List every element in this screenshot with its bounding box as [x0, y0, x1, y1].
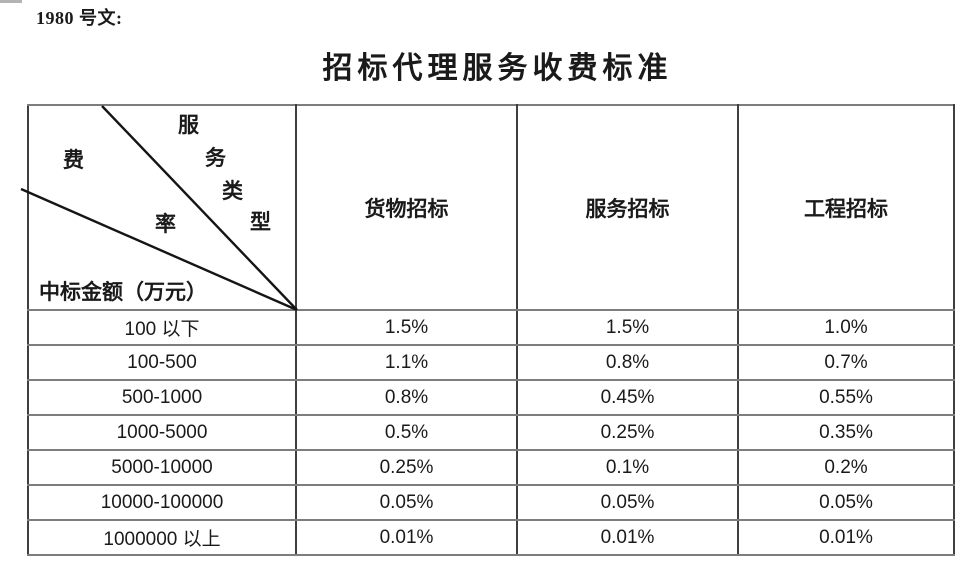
- rate-cell: 0.8%: [516, 344, 739, 381]
- rate-cell: 0.35%: [737, 414, 955, 451]
- page-title: 招标代理服务收费标准: [322, 52, 673, 85]
- column-header-goods: 货物招标: [295, 104, 518, 311]
- table-row: 10000-100000 0.05% 0.05% 0.05%: [27, 484, 955, 521]
- rate-cell: 0.01%: [295, 519, 518, 556]
- column-header-engineering: 工程招标: [737, 104, 955, 311]
- amount-range-cell: 1000000 以上: [27, 519, 297, 556]
- rate-cell: 0.7%: [737, 344, 955, 381]
- service-type-char-1: 服: [178, 113, 199, 137]
- diagonal-header-cell: 服 务 类 型 费 率 中标金额（万元）: [20, 104, 298, 312]
- amount-range-cell: 100 以下: [27, 309, 297, 346]
- amount-range-cell: 500-1000: [27, 379, 297, 416]
- rate-cell: 0.01%: [737, 519, 955, 556]
- rate-cell: 0.1%: [516, 449, 739, 486]
- table-row: 5000-10000 0.25% 0.1% 0.2%: [27, 449, 955, 486]
- amount-range-cell: 100-500: [27, 344, 297, 381]
- table-row: 1000-5000 0.5% 0.25% 0.35%: [27, 414, 955, 451]
- rate-cell: 0.25%: [516, 414, 739, 451]
- diagonal-lines: [20, 105, 298, 312]
- rate-cell: 0.05%: [516, 484, 739, 521]
- rate-cell: 0.01%: [516, 519, 739, 556]
- table-row: 100-500 1.1% 0.8% 0.7%: [27, 344, 955, 381]
- rate-cell: 0.05%: [295, 484, 518, 521]
- fee-table: 服 务 类 型 费 率 中标金额（万元） 货物招标 服务招标 工程招标 100 …: [20, 104, 955, 556]
- diagonal-header-content: 服 务 类 型 费 率 中标金额（万元）: [20, 105, 298, 312]
- rate-cell: 0.55%: [737, 379, 955, 416]
- table-header-row: 服 务 类 型 费 率 中标金额（万元） 货物招标 服务招标 工程招标: [20, 104, 955, 312]
- page-corner-artifact: [0, 0, 22, 3]
- amount-range-cell: 5000-10000: [27, 449, 297, 486]
- document-ref-label: 1980 号文:: [36, 8, 123, 28]
- amount-axis-label: 中标金额（万元）: [39, 280, 207, 304]
- table-row: 500-1000 0.8% 0.45% 0.55%: [27, 379, 955, 416]
- rate-char-1: 费: [63, 148, 84, 172]
- amount-range-cell: 10000-100000: [27, 484, 297, 521]
- rate-cell: 1.0%: [737, 309, 955, 346]
- column-header-services: 服务招标: [516, 104, 739, 311]
- rate-cell: 0.2%: [737, 449, 955, 486]
- rate-cell: 0.8%: [295, 379, 518, 416]
- rate-cell: 1.1%: [295, 344, 518, 381]
- rate-cell: 0.5%: [295, 414, 518, 451]
- rate-cell: 0.25%: [295, 449, 518, 486]
- rate-cell: 1.5%: [295, 309, 518, 346]
- table-row: 100 以下 1.5% 1.5% 1.0%: [27, 309, 955, 346]
- service-type-char-3: 类: [222, 179, 243, 203]
- rate-cell: 0.45%: [516, 379, 739, 416]
- rate-cell: 0.05%: [737, 484, 955, 521]
- rate-cell: 1.5%: [516, 309, 739, 346]
- amount-range-cell: 1000-5000: [27, 414, 297, 451]
- table-row: 1000000 以上 0.01% 0.01% 0.01%: [27, 519, 955, 556]
- rate-char-2: 率: [155, 212, 176, 236]
- service-type-char-2: 务: [205, 146, 226, 170]
- service-type-char-4: 型: [250, 210, 271, 234]
